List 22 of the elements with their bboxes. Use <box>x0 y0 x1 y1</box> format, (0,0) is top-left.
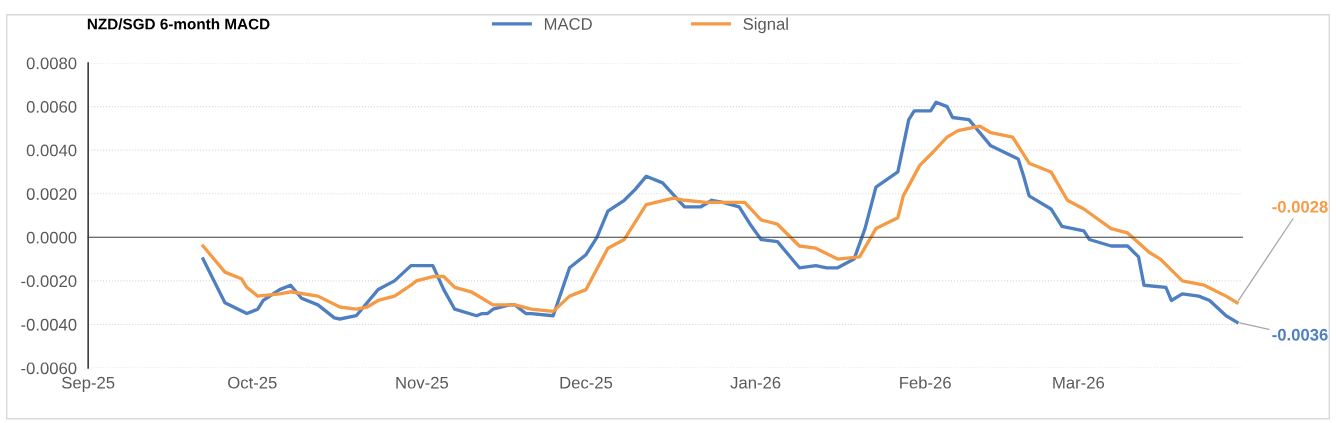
legend-label: MACD <box>544 18 592 30</box>
y-tick-label: 0.0060 <box>26 101 77 113</box>
y-tick-label: -0.0040 <box>21 318 77 331</box>
line-series <box>201 100 1239 324</box>
line-series <box>201 124 1239 314</box>
x-tick-label: Nov-25 <box>396 376 449 389</box>
y-tick-label: 0.0080 <box>26 57 77 70</box>
y-tick-label: -0.0020 <box>21 275 77 288</box>
y-tick-label: 0.0000 <box>26 231 77 244</box>
y-tick-label: 0.0040 <box>26 144 77 157</box>
y-tick-label: 0.0020 <box>26 188 77 200</box>
x-tick-label: Mar-26 <box>1053 376 1105 389</box>
chart-title: NZD/SGD 6-month MACD <box>87 18 270 30</box>
x-tick-label: Jan-26 <box>730 376 781 389</box>
x-tick-label: Sep-25 <box>62 376 115 392</box>
y-tick-label: -0.0060 <box>21 362 77 375</box>
legend-label: Signal <box>743 17 788 34</box>
x-tick-label: Dec-25 <box>560 376 613 389</box>
x-tick-label: Feb-26 <box>900 376 951 389</box>
annotation: -0.0036 <box>1272 328 1328 341</box>
annotation: -0.0028 <box>1272 200 1328 213</box>
x-tick-label: Oct-25 <box>228 376 277 389</box>
